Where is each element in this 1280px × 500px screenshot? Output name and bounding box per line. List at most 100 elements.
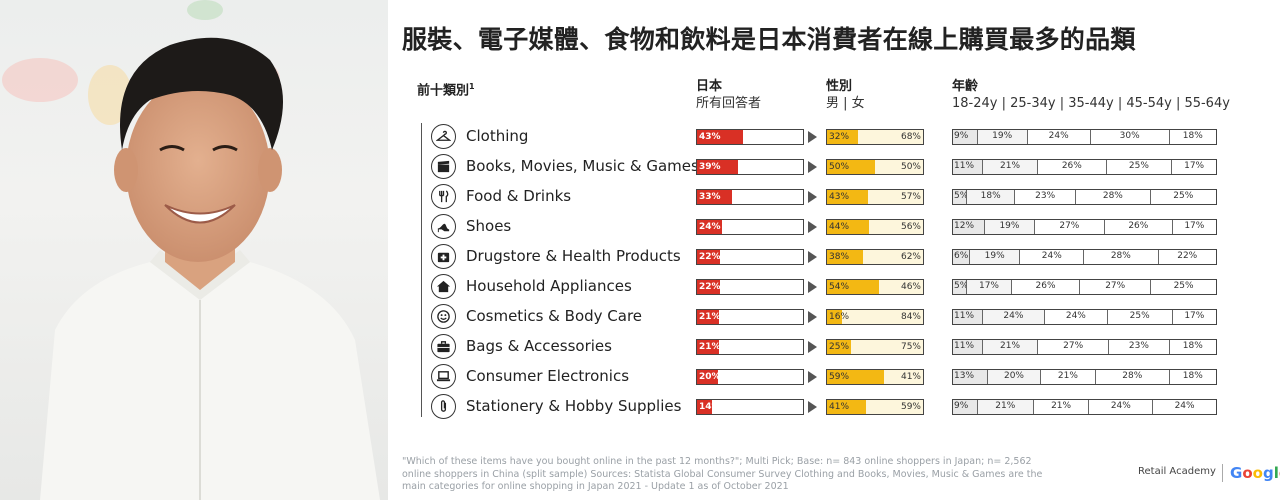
header-respondents: 所有回答者: [696, 96, 762, 111]
gender-female-label: 41%: [900, 372, 921, 382]
japan-share-fill: [697, 160, 739, 174]
japan-share-label: 22%: [699, 282, 721, 292]
gender-bar: 38% 62%: [826, 249, 924, 265]
japan-share-bar: 14%: [696, 399, 804, 415]
gender-bar: 50% 50%: [826, 159, 924, 175]
gender-bar: 16% 84%: [826, 309, 924, 325]
japan-share-bar: 39%: [696, 159, 804, 175]
age-bar: 11% 21% 27% 23% 18%: [952, 339, 1217, 355]
clapperboard-icon: [431, 154, 456, 179]
gender-male-fill: [827, 340, 851, 354]
category-row: Consumer Electronics 20% 59% 41% 13% 20% 21% 28…: [0, 362, 1280, 390]
age-segment: 30%: [1089, 130, 1169, 144]
gender-male-label: 54%: [829, 282, 850, 292]
category-label: Shoes: [466, 217, 512, 235]
gender-male-fill: [827, 190, 869, 204]
japan-share-bar: 24%: [696, 219, 804, 235]
age-segment: 21%: [981, 340, 1038, 354]
category-label: Clothing: [466, 127, 529, 145]
age-segment: 21%: [1039, 370, 1095, 384]
age-segment: 18%: [966, 190, 1015, 204]
japan-share-bar: 21%: [696, 339, 804, 355]
japan-share-label: 22%: [699, 252, 721, 262]
category-row: Bags & Accessories 21% 25% 75% 11% 21% 27% 23% 1…: [0, 332, 1280, 360]
utensils-icon: [431, 184, 456, 209]
category-label: Household Appliances: [466, 277, 632, 295]
age-bar: 6% 19% 24% 28% 22%: [952, 249, 1217, 265]
category-row: Books, Movies, Music & Games 39% 50% 50% 11%…: [0, 152, 1280, 180]
gender-female-label: 46%: [900, 282, 921, 292]
footnote: "Which of these items have you bought on…: [402, 456, 1043, 492]
japan-share-label: 20%: [699, 372, 721, 382]
gender-male-label: 25%: [829, 342, 850, 352]
japan-share-bar: 33%: [696, 189, 804, 205]
age-segment: 26%: [1104, 220, 1172, 234]
house-icon: [431, 274, 456, 299]
slide-title: 服裝、電子媒體、食物和飲料是日本消費者在線上購買最多的品類: [402, 25, 1136, 54]
google-logo: Google: [1230, 464, 1280, 482]
logo-letter: l: [1273, 464, 1279, 482]
retail-academy-label: Retail Academy: [1138, 466, 1216, 477]
japan-share-bar: 20%: [696, 369, 804, 385]
category-row: Stationery & Hobby Supplies 14% 41% 59% 9% 21…: [0, 392, 1280, 420]
gender-female-label: 57%: [900, 192, 921, 202]
gender-female-label: 75%: [900, 342, 921, 352]
japan-share-label: 24%: [699, 222, 721, 232]
age-segment: 21%: [981, 160, 1038, 174]
age-segment: 17%: [1171, 310, 1216, 324]
gender-bar: 54% 46%: [826, 279, 924, 295]
gender-bar: 32% 68%: [826, 129, 924, 145]
header-gender: 性別 男 | 女: [826, 79, 865, 111]
category-label: Consumer Electronics: [466, 367, 630, 385]
age-segment: 26%: [1037, 160, 1105, 174]
arrow-icon: [808, 131, 817, 143]
age-segment: 17%: [966, 280, 1011, 294]
age-segment: 19%: [984, 220, 1034, 234]
age-bar: 13% 20% 21% 28% 18%: [952, 369, 1217, 385]
age-segment: 9%: [953, 130, 977, 144]
japan-share-label: 39%: [699, 162, 721, 172]
age-segment: 19%: [976, 130, 1027, 144]
japan-share-label: 21%: [699, 342, 721, 352]
age-segment: 9%: [953, 400, 977, 414]
gender-male-label: 16%: [829, 312, 850, 322]
paperclip-icon: [431, 394, 456, 419]
logo-letter: e: [1279, 464, 1280, 482]
age-bar: 5% 17% 26% 27% 25%: [952, 279, 1217, 295]
japan-share-fill: [697, 220, 723, 234]
category-row: Food & Drinks 33% 43% 57% 5% 18% 23% 28% 25%: [0, 182, 1280, 210]
age-segment: 18%: [1168, 370, 1216, 384]
age-segment: 25%: [1105, 160, 1172, 174]
japan-share-bar: 22%: [696, 279, 804, 295]
category-label: Stationery & Hobby Supplies: [466, 397, 682, 415]
age-segment: 27%: [1037, 340, 1108, 354]
japan-share-fill: [697, 400, 712, 414]
age-segment: 25%: [1106, 310, 1172, 324]
age-segment: 11%: [953, 310, 982, 324]
category-label: Cosmetics & Body Care: [466, 307, 643, 325]
age-segment: 11%: [953, 340, 982, 354]
gender-male-fill: [827, 280, 879, 294]
category-row: Clothing 43% 32% 68% 9% 19% 24% 30% 18%: [0, 122, 1280, 150]
age-segment: 27%: [1033, 220, 1104, 234]
gender-bar: 43% 57%: [826, 189, 924, 205]
gender-female-label: 62%: [900, 252, 921, 262]
gender-female-label: 84%: [900, 312, 921, 322]
gender-male-fill: [827, 220, 870, 234]
arrow-icon: [808, 341, 817, 353]
briefcase-icon: [431, 334, 456, 359]
category-row: Drugstore & Health Products 22% 38% 62% 6% 19…: [0, 242, 1280, 270]
arrow-icon: [808, 281, 817, 293]
gender-male-fill: [827, 370, 884, 384]
japan-share-fill: [697, 250, 721, 264]
gender-male-fill: [827, 160, 875, 174]
age-bar: 5% 18% 23% 28% 25%: [952, 189, 1217, 205]
japan-share-label: 33%: [699, 192, 721, 202]
age-segment: 24%: [981, 310, 1045, 324]
gender-male-label: 41%: [829, 402, 850, 412]
age-segment: 28%: [1095, 370, 1169, 384]
header-top-categories: 前十類別1: [417, 82, 475, 99]
category-row: Household Appliances 22% 54% 46% 5% 17% 26% 27%…: [0, 272, 1280, 300]
age-bar: 12% 19% 27% 26% 17%: [952, 219, 1217, 235]
category-label: Books, Movies, Music & Games: [466, 157, 699, 175]
